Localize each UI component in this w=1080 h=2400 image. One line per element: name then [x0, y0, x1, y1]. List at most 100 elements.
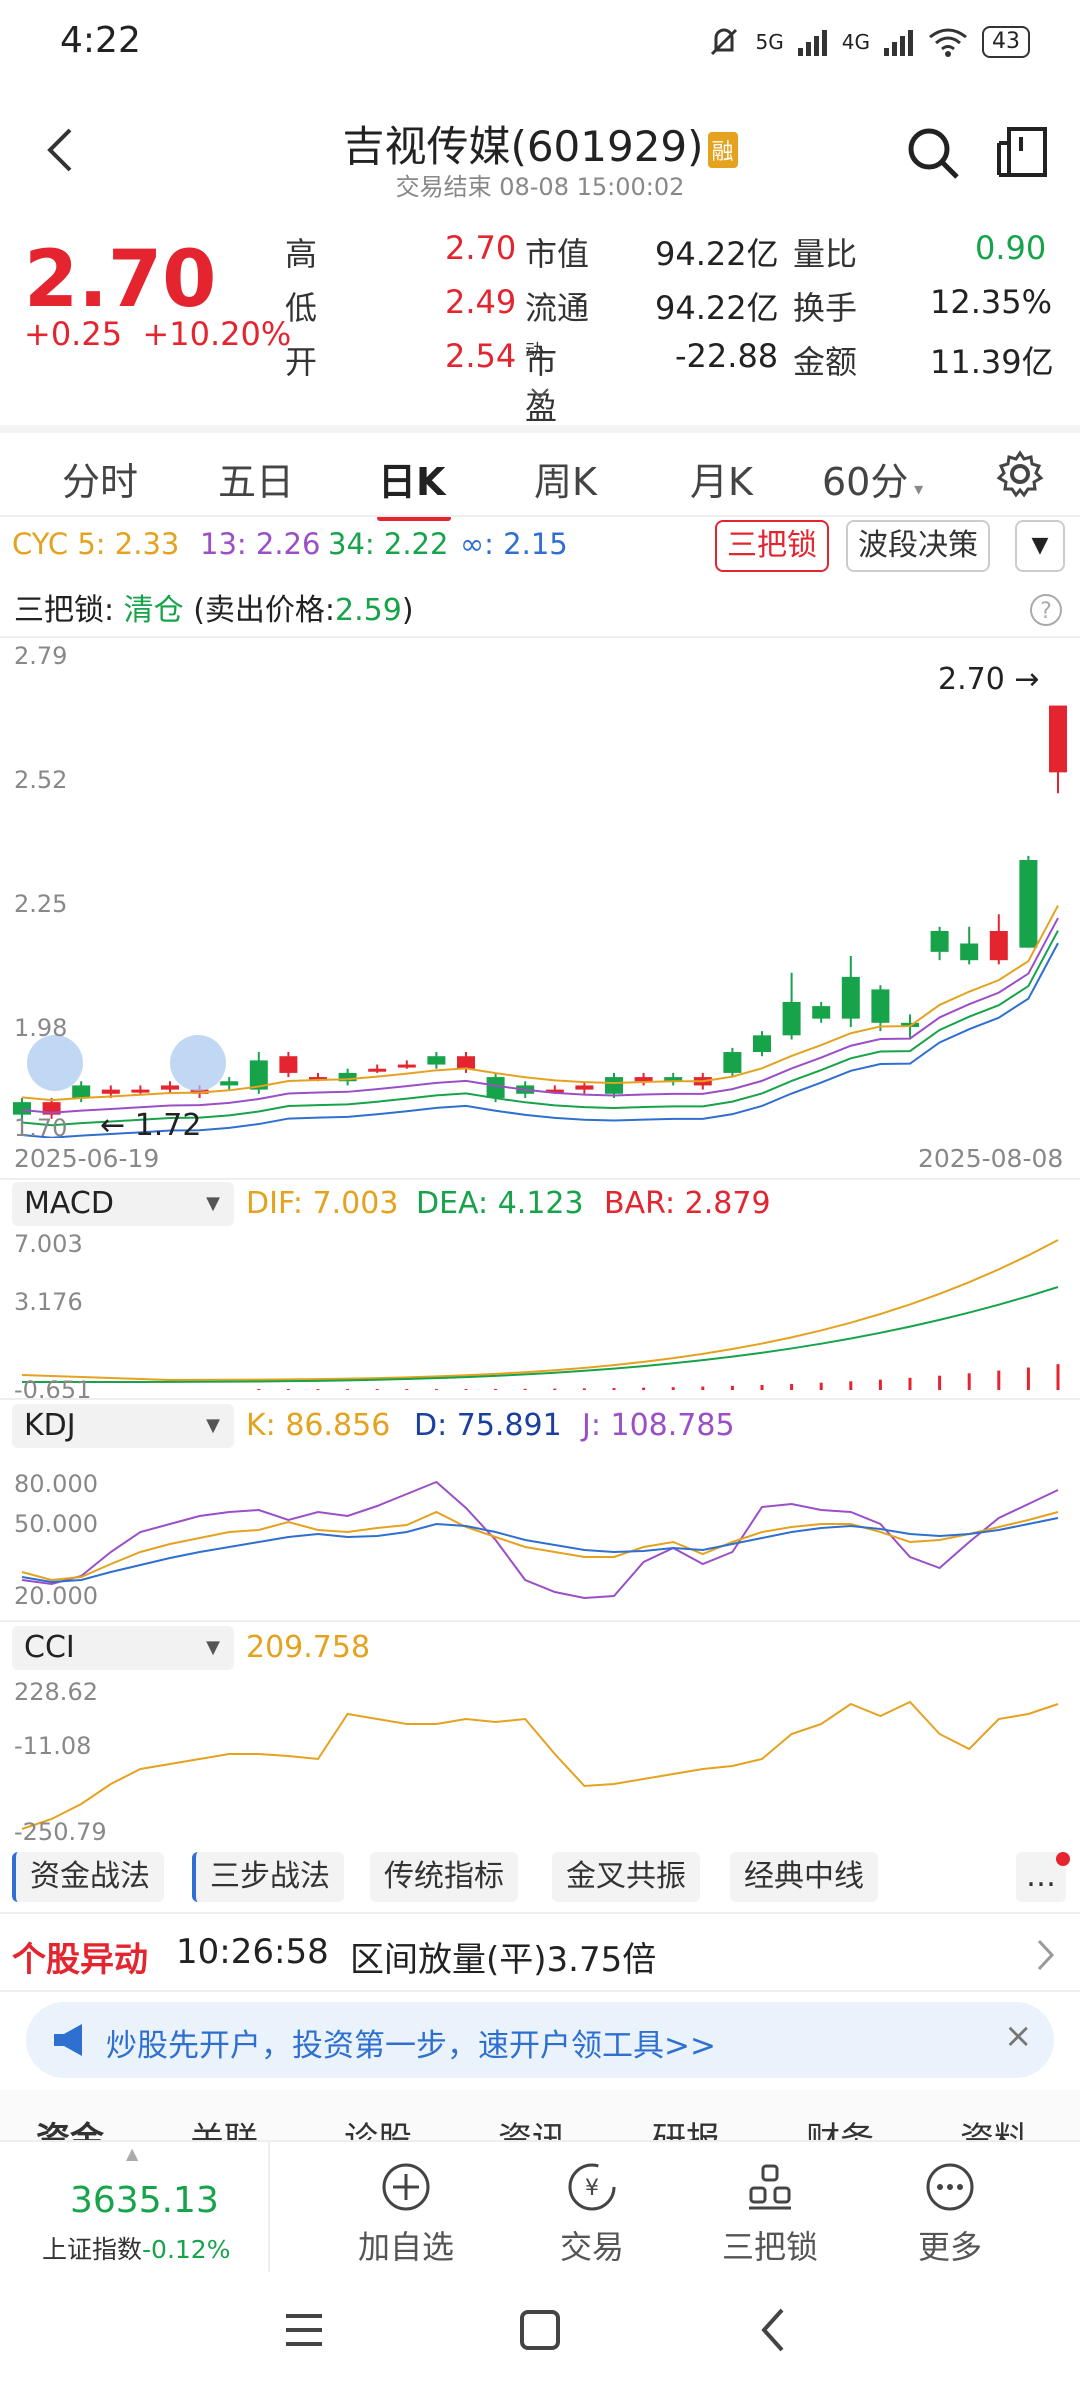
expand-chevron-icon[interactable] — [530, 387, 550, 399]
strategy-tab[interactable]: 金叉共振 — [552, 1852, 700, 1902]
kline-candle — [72, 1085, 91, 1098]
add-watchlist-button[interactable]: 加自选 — [326, 2162, 486, 2268]
open-label: 开 — [285, 343, 318, 381]
open-value: 2.54 — [445, 337, 517, 375]
macd-chart[interactable] — [0, 1230, 1080, 1390]
trade-status: 交易结束 08-08 15:00:02 — [395, 173, 685, 201]
cci-y3: -250.79 — [14, 1818, 107, 1846]
tab-intraday[interactable]: 分时 — [62, 460, 139, 504]
kline-candle — [279, 1056, 298, 1073]
max-price-label: 2.70 → — [938, 662, 1040, 697]
stock-alert-row[interactable]: 个股异动 10:26:58 区间放量(平)3.75倍 — [0, 1912, 1080, 1992]
turnover-label: 换手 — [793, 289, 858, 327]
quote-row: 高 2.70 市值 94.22亿 量比 0.90 — [285, 229, 1065, 281]
kdj-d: D: 75.891 — [414, 1408, 562, 1443]
detail-tab[interactable]: 诊股 — [344, 2120, 412, 2140]
tab-daily-k[interactable]: 日K — [378, 460, 446, 504]
cci-value: 209.758 — [246, 1630, 371, 1665]
cci-y1: 228.62 — [14, 1678, 98, 1706]
cci-chart[interactable] — [0, 1674, 1080, 1844]
kdj-chart[interactable] — [0, 1452, 1080, 1618]
back-nav-icon[interactable] — [758, 2306, 788, 2354]
help-icon[interactable]: ? — [1028, 592, 1064, 628]
tab-monthly-k[interactable]: 月K — [690, 460, 753, 504]
three-lock-label: 三把锁 — [721, 2228, 818, 2266]
detail-tab[interactable]: 资料 — [960, 2120, 1028, 2140]
alert-time: 10:26:58 — [176, 1932, 329, 1972]
promo-banner[interactable]: 炒股先开户，投资第一步，速开户领工具>> × — [26, 2002, 1054, 2078]
home-icon[interactable] — [518, 2308, 562, 2352]
macd-selector[interactable]: MACD ▼ — [12, 1182, 234, 1226]
divider — [0, 1178, 1080, 1180]
detail-tab[interactable]: 财务 — [806, 2120, 874, 2140]
settings-gear-icon[interactable] — [995, 449, 1045, 499]
strategy-tab[interactable]: 传统指标 — [370, 1852, 518, 1902]
detail-tab[interactable]: 资讯 — [498, 2120, 566, 2140]
back-icon[interactable] — [40, 125, 80, 175]
pe-sup: 动 — [525, 341, 543, 362]
mkt-cap-label: 市值 — [525, 235, 590, 273]
lock-status-line: 三把锁: 清仓 (卖出价格:2.59) — [14, 585, 414, 629]
cyc13-value: 13: 2.26 — [200, 527, 321, 561]
kline-candle — [309, 1077, 327, 1081]
close-icon[interactable]: × — [1004, 2016, 1033, 2056]
cci-name: CCI — [24, 1630, 75, 1665]
kdj-j: J: 108.785 — [582, 1408, 735, 1443]
kline-candle — [1049, 705, 1067, 773]
low-label: 低 — [285, 289, 318, 327]
detail-tab[interactable]: 研报 — [652, 2120, 720, 2140]
three-lock-button[interactable]: 三把锁 — [715, 520, 829, 572]
plus-circle-icon — [382, 2163, 430, 2211]
battery-indicator: 43 — [982, 26, 1030, 58]
svg-text:¥: ¥ — [585, 2176, 599, 2201]
dropdown-toggle-icon[interactable]: ▼ — [1015, 520, 1065, 572]
more-dots-icon — [926, 2163, 974, 2211]
kline-candle — [13, 1102, 31, 1115]
index-widget[interactable]: ▲ 3635.13 上证指数-0.12% — [0, 2142, 270, 2272]
menu-icon[interactable] — [282, 2310, 326, 2350]
strategy-tab[interactable]: 经典中线 — [730, 1852, 878, 1902]
amount-value: 11.39亿 — [930, 343, 1054, 381]
high-value: 2.70 — [445, 229, 517, 267]
more-button[interactable]: 更多 — [870, 2162, 1030, 2268]
notification-dot — [1056, 1852, 1070, 1866]
lock-prefix: 三把锁: — [14, 593, 124, 628]
macd-y2: 3.176 — [14, 1288, 83, 1316]
tab-60min[interactable]: 60分 ▾ — [822, 460, 924, 504]
trade-button[interactable]: ¥ 交易 — [512, 2162, 672, 2268]
promo-text: 炒股先开户，投资第一步，速开户领工具>> — [106, 2028, 716, 2064]
kline-chart[interactable] — [0, 638, 1080, 1138]
three-lock-tab-button[interactable]: 三把锁 — [690, 2162, 850, 2268]
pe-label: 市盈 — [525, 343, 558, 427]
divider — [0, 1398, 1080, 1400]
ma-line — [21, 917, 1059, 1114]
tab-five-day[interactable]: 五日 — [218, 460, 295, 504]
macd-name: MACD — [24, 1186, 114, 1221]
period-tabs: 分时 五日 日K 周K 月K 60分 ▾ — [0, 425, 1080, 521]
layout-switch-icon[interactable] — [995, 125, 1049, 179]
d-line — [21, 1517, 1059, 1584]
kdj-selector[interactable]: KDJ ▼ — [12, 1404, 234, 1448]
search-icon[interactable] — [905, 125, 961, 181]
chevron-right-icon — [1037, 1939, 1055, 1971]
cyc5-value: CYC 5: 2.33 — [12, 527, 180, 561]
strategy-tab[interactable]: 资金战法 — [12, 1852, 164, 1902]
status-bar: 4:22 5G 4G 43 — [0, 0, 1080, 90]
kline-candle — [634, 1077, 653, 1082]
detail-tab[interactable]: 资金 — [36, 2120, 104, 2140]
more-label: 更多 — [917, 2228, 982, 2266]
strategy-tab[interactable]: 三步战法 — [192, 1852, 344, 1902]
signal-icon — [797, 30, 827, 56]
band-decision-button[interactable]: 波段决策 — [846, 520, 990, 572]
system-nav-bar — [0, 2280, 1080, 2400]
tab-weekly-k[interactable]: 周K — [534, 460, 597, 504]
float-label: 流通 — [525, 289, 590, 327]
margin-badge: 融 — [707, 131, 738, 168]
alert-label: 个股异动 — [12, 1940, 148, 1980]
detail-tab[interactable]: 关联 — [190, 2120, 258, 2140]
tab-60min-label: 60分 — [822, 460, 909, 504]
divider — [0, 1620, 1080, 1622]
kline-candle — [605, 1077, 623, 1094]
cci-selector[interactable]: CCI ▼ — [12, 1626, 234, 1670]
max-price-value: 2.70 — [938, 662, 1005, 697]
